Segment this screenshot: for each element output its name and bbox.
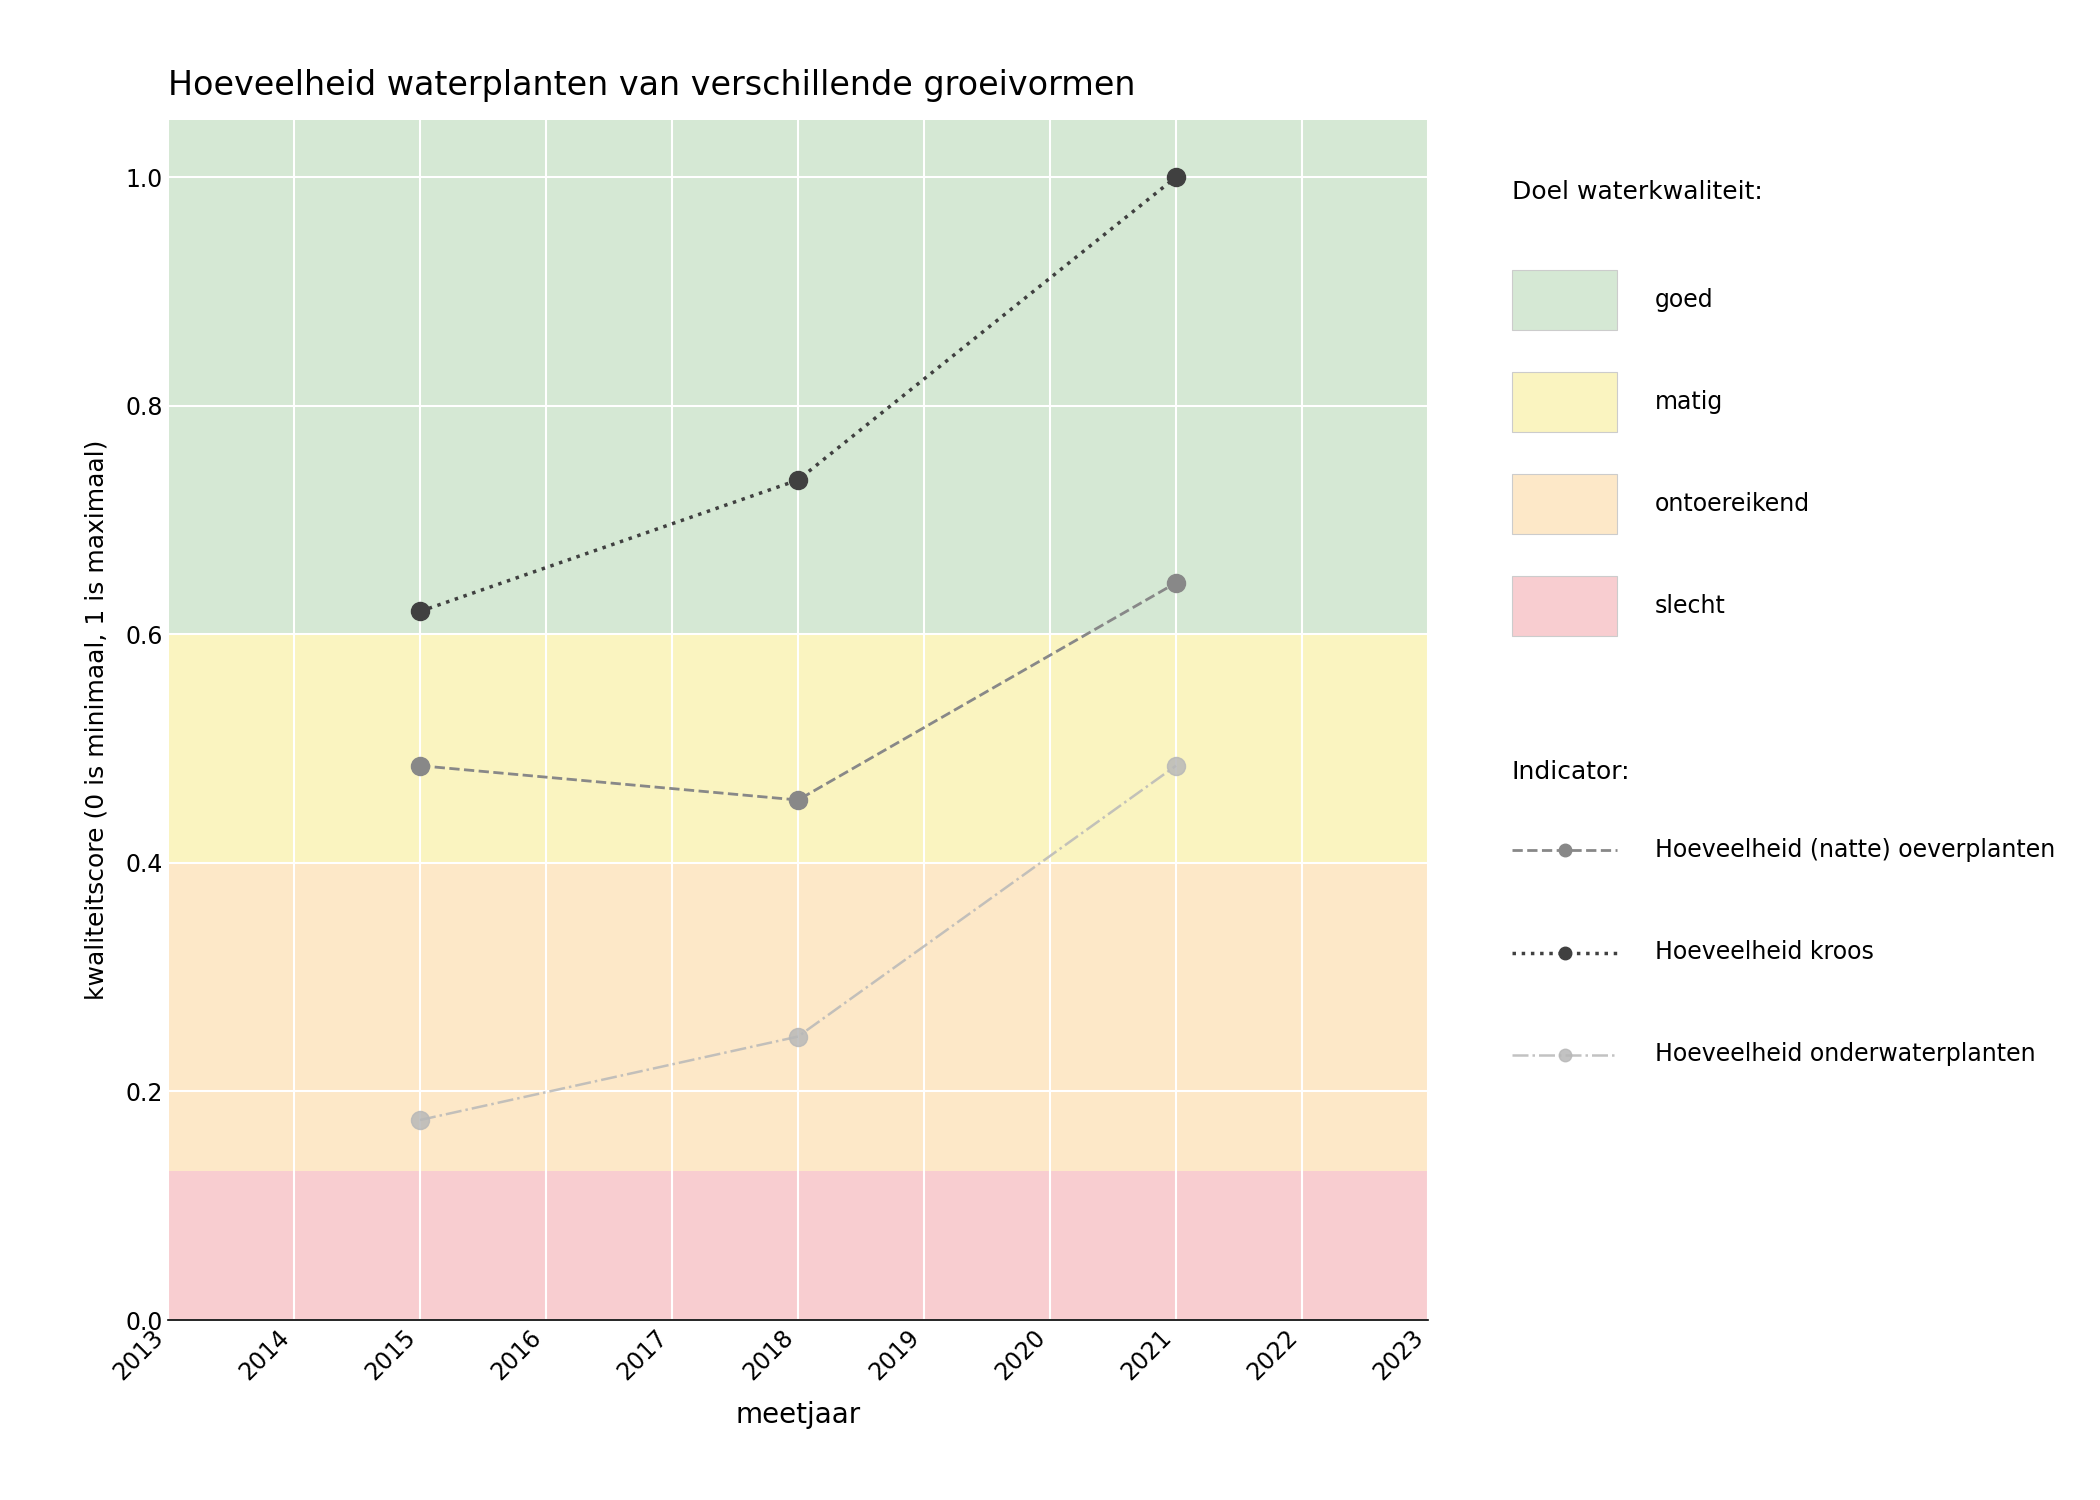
Text: Indicator:: Indicator: bbox=[1512, 760, 1630, 784]
Bar bbox=[168, 1172, 1428, 1320]
Text: Doel waterkwaliteit:: Doel waterkwaliteit: bbox=[1512, 180, 1762, 204]
Text: slecht: slecht bbox=[1655, 594, 1726, 618]
Bar bbox=[168, 862, 1428, 1172]
X-axis label: meetjaar: meetjaar bbox=[735, 1401, 861, 1429]
Text: ontoereikend: ontoereikend bbox=[1655, 492, 1810, 516]
Y-axis label: kwaliteitscore (0 is minimaal, 1 is maximaal): kwaliteitscore (0 is minimaal, 1 is maxi… bbox=[84, 440, 109, 1001]
Bar bbox=[168, 634, 1428, 862]
Text: goed: goed bbox=[1655, 288, 1714, 312]
Text: Hoeveelheid onderwaterplanten: Hoeveelheid onderwaterplanten bbox=[1655, 1042, 2035, 1066]
Text: Hoeveelheid waterplanten van verschillende groeivormen: Hoeveelheid waterplanten van verschillen… bbox=[168, 69, 1136, 102]
Text: Hoeveelheid (natte) oeverplanten: Hoeveelheid (natte) oeverplanten bbox=[1655, 839, 2056, 862]
Bar bbox=[168, 120, 1428, 634]
Text: matig: matig bbox=[1655, 390, 1724, 414]
Text: Hoeveelheid kroos: Hoeveelheid kroos bbox=[1655, 940, 1873, 964]
